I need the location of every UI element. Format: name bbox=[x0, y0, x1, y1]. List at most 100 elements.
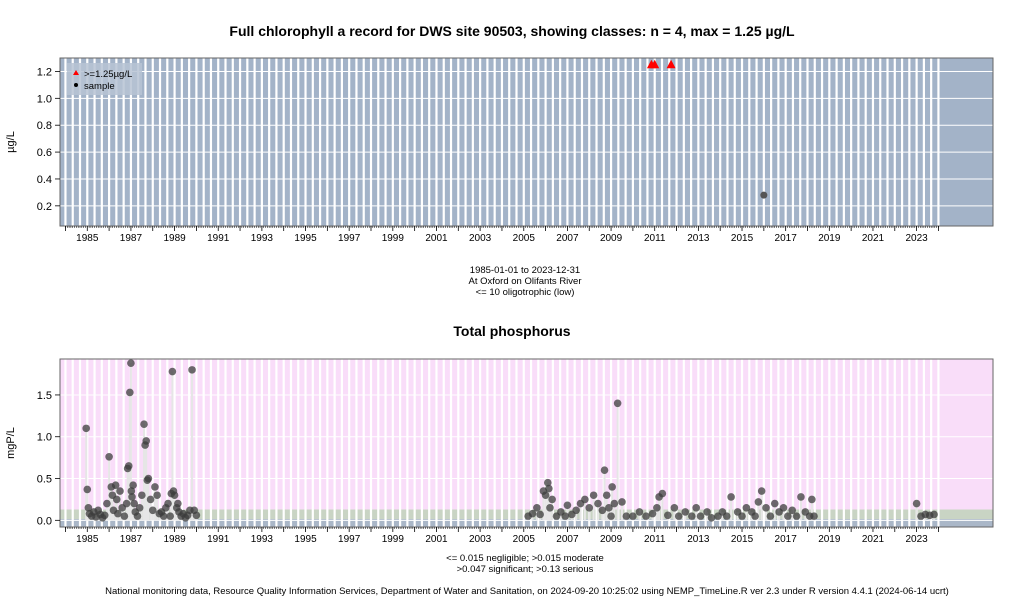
chart2-sample-point bbox=[543, 478, 552, 487]
chart2-sample-point bbox=[762, 503, 770, 512]
chart2-sample-point bbox=[618, 498, 626, 506]
chart1-background bbox=[60, 58, 993, 226]
chart2-x-tick-label: 1985 bbox=[76, 534, 99, 545]
chart2-x-tick-label: 2013 bbox=[687, 534, 710, 545]
chart2-sample-point bbox=[563, 501, 572, 510]
chart2-sample-point bbox=[608, 483, 616, 491]
chart2-sample-point bbox=[703, 508, 711, 516]
chart2-sample-point bbox=[688, 512, 696, 520]
chart2-sample-point bbox=[128, 493, 136, 501]
chart2-sample-point bbox=[174, 499, 182, 508]
chart2-x-tick-label: 2023 bbox=[905, 534, 928, 545]
chart2-frame bbox=[59, 358, 994, 528]
chart2-sample-point bbox=[572, 506, 580, 515]
chart2-sample-point bbox=[754, 498, 763, 506]
chart2-sample-point bbox=[784, 512, 792, 520]
chart2-sample-point bbox=[545, 484, 553, 493]
chart1-x-tick-label: 2015 bbox=[731, 233, 754, 244]
chart1-frame bbox=[59, 57, 994, 227]
chart1-x-tick-label: 1995 bbox=[294, 233, 317, 244]
footer-attribution: National monitoring data, Resource Quali… bbox=[105, 586, 949, 597]
chart2-sample-point bbox=[138, 491, 146, 500]
chart2-y-axis-label: mgP/L bbox=[5, 427, 17, 459]
chart2-sample-point bbox=[120, 512, 129, 520]
chart2-sample-point bbox=[166, 512, 175, 520]
chart1-high-point bbox=[650, 59, 660, 69]
chart2-x-tick-label: 1987 bbox=[120, 534, 143, 545]
chart2-x-tick-label: 2019 bbox=[818, 534, 841, 545]
chart2-sample-point bbox=[792, 512, 801, 520]
chart2-sample-point bbox=[707, 514, 716, 522]
chart1-y-tick-label: 0.2 bbox=[37, 201, 52, 213]
chart2-sample-point bbox=[140, 420, 148, 428]
chart1-legend-symbol bbox=[73, 70, 79, 75]
chart2-sample-point bbox=[692, 503, 700, 512]
chart1-x-tick-label: 1987 bbox=[120, 233, 143, 244]
chart2-sample-point bbox=[648, 509, 657, 518]
chart2-sample-point bbox=[598, 506, 607, 515]
chart1-x-tick-label: 2007 bbox=[556, 233, 579, 244]
chart2-x-tick-label: 2001 bbox=[425, 534, 448, 545]
chart2-x-tick-label: 1999 bbox=[382, 534, 405, 545]
chart1-y-axis-label: µg/L bbox=[5, 131, 17, 153]
chart2-sample-point bbox=[594, 499, 602, 508]
chart2-sample-point bbox=[533, 503, 541, 512]
chart2-sample-point bbox=[100, 511, 109, 520]
chart2-sample-point bbox=[722, 512, 731, 520]
chart2-sample-point bbox=[83, 485, 92, 494]
chart2-sample-point bbox=[84, 503, 93, 512]
chart2-x-tick-label: 2015 bbox=[731, 534, 754, 545]
chart1-legend-box bbox=[67, 63, 142, 95]
chart2-x-tick-label: 2011 bbox=[644, 534, 666, 545]
chart2-sample-point bbox=[674, 512, 683, 520]
chart2-sample-point bbox=[528, 509, 537, 518]
chart2-sample-point bbox=[642, 512, 650, 520]
chart2-caption-line-1: <= 0.015 negligible; >0.015 moderate bbox=[446, 553, 604, 564]
chart1-x-tick-label: 1999 bbox=[382, 233, 405, 244]
chart2-y-tick-label: 1.0 bbox=[37, 432, 52, 444]
chart2-x-tick-label: 1993 bbox=[251, 534, 274, 545]
chart1-y-tick-label: 1.2 bbox=[37, 66, 52, 78]
chart2-sample-point bbox=[127, 359, 135, 367]
chart1-x-tick-label: 2017 bbox=[775, 233, 798, 244]
chart1-caption-line-2: At Oxford on Olifants River bbox=[468, 276, 582, 287]
chart1-x-tick-label: 2009 bbox=[600, 233, 623, 244]
chart1-caption-line-3: <= 10 oligotrophic (low) bbox=[475, 287, 575, 298]
chart2-sample-point bbox=[114, 509, 122, 518]
chart2-sample-point bbox=[664, 511, 672, 520]
chart2-y-tick-label: 1.5 bbox=[37, 390, 52, 402]
chart1-x-tick-label: 1993 bbox=[251, 233, 274, 244]
chart2-sample-point bbox=[766, 512, 775, 520]
chart2-x-tick-label: 2009 bbox=[600, 534, 623, 545]
chart1-x-tick-label: 2023 bbox=[905, 233, 928, 244]
chart2-sample-point bbox=[810, 512, 818, 520]
chart2-sample-point bbox=[122, 499, 131, 508]
chart2-x-tick-label: 1997 bbox=[338, 534, 361, 545]
chart2-sample-point bbox=[112, 495, 121, 504]
chart2-sample-point bbox=[151, 483, 159, 491]
chart2-x-tick-label: 2017 bbox=[775, 534, 798, 545]
chart1-x-tick-label: 2001 bbox=[425, 233, 448, 244]
chart2-sample-point bbox=[670, 503, 679, 512]
chart2-band-serious bbox=[60, 359, 993, 510]
chart2-sample-point bbox=[148, 506, 157, 515]
chart2-sample-point bbox=[757, 487, 766, 495]
chart2-sample-point bbox=[146, 495, 155, 504]
chart2-plot: 1985 1987 1989 1991 1993 1995 1997 1999 2001 2003… bbox=[5, 358, 994, 545]
chart2-sample-point bbox=[82, 424, 90, 433]
chart1-x-tick-label: 1989 bbox=[163, 233, 186, 244]
chart2-sample-point bbox=[536, 510, 544, 519]
chart2-sample-point bbox=[116, 487, 124, 495]
chart2-sample-point bbox=[607, 512, 615, 520]
chart2-x-tick-label: 2003 bbox=[469, 534, 492, 545]
chart1-y-tick-label: 1.0 bbox=[37, 93, 52, 105]
chart2-x-tick-label: 1991 bbox=[207, 534, 230, 545]
chart2-sample-point bbox=[170, 491, 179, 500]
chart2-sample-point bbox=[622, 512, 631, 520]
chart1-sample-point bbox=[760, 191, 768, 199]
chart2-sample-point bbox=[600, 466, 609, 474]
chart2-sample-point bbox=[127, 487, 136, 495]
chart1-x-tick-label: 2019 bbox=[818, 233, 841, 244]
